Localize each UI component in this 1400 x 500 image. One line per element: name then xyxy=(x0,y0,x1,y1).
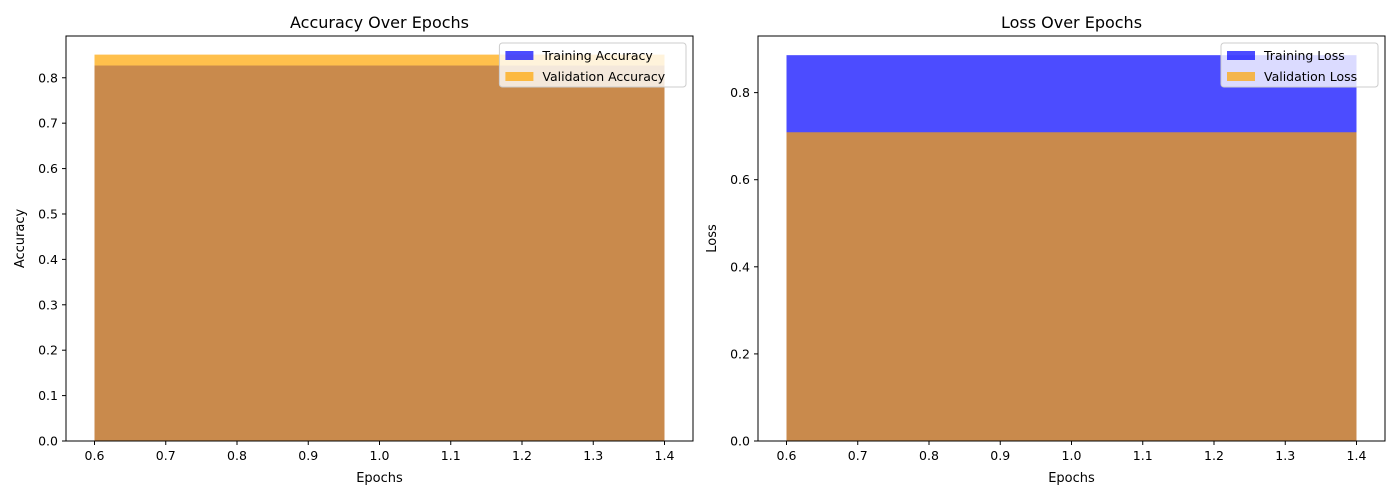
legend-swatch xyxy=(505,51,534,60)
y-tick-label: 0.5 xyxy=(38,206,58,221)
legend-swatch xyxy=(505,72,534,81)
x-tick-label: 1.4 xyxy=(655,448,675,463)
legend-label: Training Accuracy xyxy=(541,48,653,63)
legend-label: Validation Accuracy xyxy=(542,69,665,84)
x-tick-label: 1.3 xyxy=(1275,448,1295,463)
bar-series-group xyxy=(94,54,665,441)
y-tick-label: 0.7 xyxy=(38,116,58,131)
y-axis-label: Accuracy xyxy=(13,209,28,269)
accuracy-chart-panel: Accuracy Over Epochs Epochs Accuracy 0.6… xyxy=(13,13,694,486)
y-tick-label: 0.2 xyxy=(730,346,750,361)
legend-box xyxy=(1220,42,1379,88)
y-tick-label: 0.6 xyxy=(38,161,58,176)
bar-series-group xyxy=(786,55,1357,442)
y-tick-label: 0.8 xyxy=(38,70,58,85)
y-tick-label: 0.3 xyxy=(38,297,58,312)
x-axis-label: Epochs xyxy=(1048,471,1095,486)
x-tick-label: 1.1 xyxy=(441,448,461,463)
loss-chart-panel: Loss Over Epochs Epochs Loss 0.6 0.7 0.8 0.… xyxy=(705,13,1386,486)
y-tick-label: 0.0 xyxy=(38,434,58,449)
chart-title: Accuracy Over Epochs xyxy=(290,13,469,32)
x-tick-label: 0.7 xyxy=(156,448,176,463)
legend-box xyxy=(498,42,687,88)
x-tick-label: 0.7 xyxy=(848,448,868,463)
y-tick-label: 0.4 xyxy=(38,252,58,267)
x-tick-label: 1.0 xyxy=(370,448,390,463)
x-tick-label: 1.2 xyxy=(1204,448,1224,463)
y-tick-label: 0.2 xyxy=(38,343,58,358)
x-tick-label: 1.4 xyxy=(1347,448,1367,463)
x-tick-label: 1.3 xyxy=(583,448,603,463)
x-tick-label: 0.6 xyxy=(777,448,797,463)
x-tick-label: 0.9 xyxy=(298,448,318,463)
legend: Training Accuracy Validation Accuracy xyxy=(498,42,687,88)
bar-validation-loss xyxy=(786,132,1357,441)
legend-label: Training Loss xyxy=(1263,48,1345,63)
x-tick-label: 1.1 xyxy=(1133,448,1153,463)
legend: Training Loss Validation Loss xyxy=(1220,42,1379,88)
x-tick-label: 0.8 xyxy=(919,448,939,463)
y-tick-label: 0.6 xyxy=(730,172,750,187)
x-tick-label: 1.2 xyxy=(512,448,532,463)
y-tick-label: 0.4 xyxy=(730,259,750,274)
x-tick-label: 0.9 xyxy=(990,448,1010,463)
legend-swatch xyxy=(1227,72,1255,81)
bar-validation-accuracy xyxy=(94,54,665,441)
chart-title: Loss Over Epochs xyxy=(1001,13,1142,32)
x-tick-label: 1.0 xyxy=(1062,448,1082,463)
y-tick-label: 0.8 xyxy=(730,85,750,100)
x-axis-label: Epochs xyxy=(356,471,403,486)
x-tick-label: 0.8 xyxy=(227,448,247,463)
y-axis-label: Loss xyxy=(705,224,720,253)
y-tick-label: 0.0 xyxy=(730,434,750,449)
y-tick-label: 0.1 xyxy=(38,388,58,403)
legend-label: Validation Loss xyxy=(1264,69,1357,84)
legend-swatch xyxy=(1227,51,1255,60)
x-tick-label: 0.6 xyxy=(85,448,105,463)
